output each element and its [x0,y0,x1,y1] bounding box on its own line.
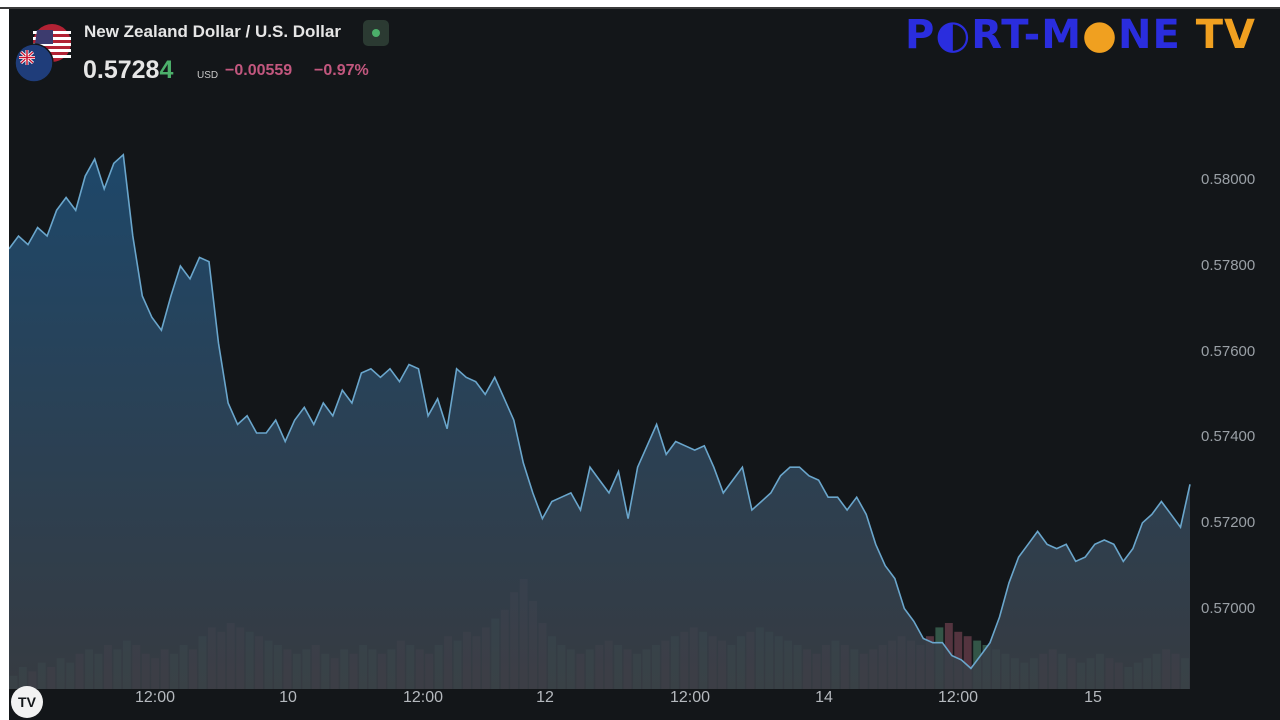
time-tick-label: 10 [279,689,297,706]
currency-label: USD [197,70,219,81]
brand-logo: P◐RT-M●NE TV [905,12,1256,58]
price-tick-label: 0.57800 [1201,257,1256,274]
price-tick-label: 0.57000 [1201,599,1256,617]
frame-border [0,7,1280,9]
price-change-percent: −0.97% [314,62,369,79]
time-tick-label: 12:00 [937,689,979,706]
price-change: −0.00559 [225,62,293,79]
time-tick-label: 14 [815,689,833,706]
last-price-main: 0.5728 [83,56,160,84]
market-status-badge[interactable] [363,20,389,46]
tradingview-logo-icon[interactable]: TV [11,686,43,718]
price-tick-label: 0.57400 [1201,428,1256,446]
price-tick-label: 0.57600 [1201,342,1256,360]
price-tick-label: 0.57200 [1201,513,1256,531]
time-tick-label: 12:00 [134,689,176,706]
price-area [9,154,1190,689]
last-price-digit: 4 [159,56,174,84]
price-chart[interactable] [9,9,1280,720]
last-price: 0.57284 [83,56,173,85]
instrument-title[interactable]: New Zealand Dollar / U.S. Dollar [84,22,341,41]
time-tick-label: 12:00 [402,689,444,706]
time-tick-label: 12 [536,689,554,706]
price-line [9,153,1191,670]
time-tick-label: 12:00 [669,689,711,706]
time-tick-label: 15 [1084,689,1102,706]
volume-bar [963,636,972,689]
price-tick-label: 0.58000 [1201,171,1256,189]
currency-flags-icon [15,24,71,82]
chart-frame [9,9,1280,720]
